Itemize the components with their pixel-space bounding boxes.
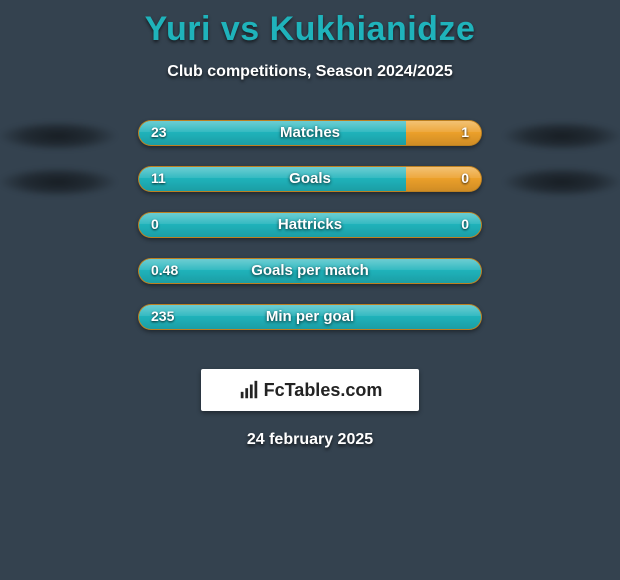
generated-date: 24 february 2025 — [0, 431, 620, 449]
stat-label: Hattricks — [139, 216, 481, 233]
page-subtitle: Club competitions, Season 2024/2025 — [0, 63, 620, 81]
stat-row: 110Goals — [0, 167, 620, 213]
player-shadow-right — [502, 167, 620, 197]
stat-row: 00Hattricks — [0, 213, 620, 259]
stat-bar: 0.48Goals per match — [138, 258, 482, 284]
stat-label: Matches — [139, 124, 481, 141]
player-shadow-left — [0, 121, 118, 151]
player-shadow-left — [0, 167, 118, 197]
stat-rows: 231Matches 110Goals 00Hattricks 0.48Goals p… — [0, 121, 620, 351]
stat-label: Goals per match — [139, 262, 481, 279]
player-shadow-right — [502, 121, 620, 151]
stat-row: 0.48Goals per match — [0, 259, 620, 305]
site-logo[interactable]: FcTables.com — [201, 369, 419, 411]
page-title: Yuri vs Kukhianidze — [0, 0, 620, 49]
stat-row: 235Min per goal — [0, 305, 620, 351]
stat-bar: 00Hattricks — [138, 212, 482, 238]
stat-bar: 231Matches — [138, 120, 482, 146]
stat-bar: 235Min per goal — [138, 304, 482, 330]
stat-label: Goals — [139, 170, 481, 187]
bar-chart-icon — [238, 379, 260, 401]
site-logo-text: FcTables.com — [264, 380, 383, 401]
stat-label: Min per goal — [139, 308, 481, 325]
stat-row: 231Matches — [0, 121, 620, 167]
stat-bar: 110Goals — [138, 166, 482, 192]
